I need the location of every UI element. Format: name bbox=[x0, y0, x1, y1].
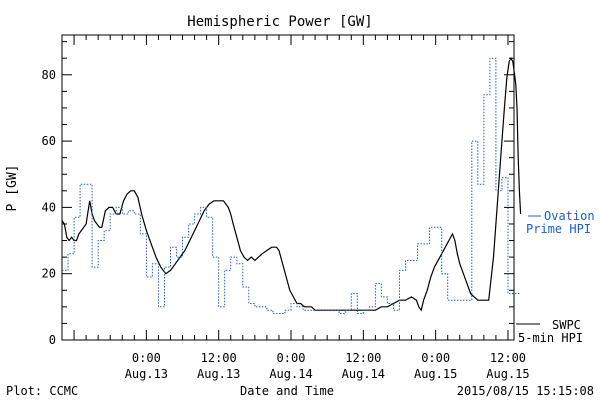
footer-plot-source: Plot: CCMC bbox=[6, 384, 78, 398]
y-axis: 0 20 40 60 80 bbox=[42, 41, 514, 347]
x-tick-label-time: 0:00 bbox=[132, 351, 161, 365]
footer-axis-title: Date and Time bbox=[240, 384, 334, 398]
x-tick-label-date: Aug.15 bbox=[414, 367, 457, 381]
y-axis-label: P [GW] bbox=[5, 165, 20, 212]
x-tick-label-time: 12:00 bbox=[345, 351, 381, 365]
x-tick-label-date: Aug.14 bbox=[342, 367, 385, 381]
x-tick-label-time: 12:00 bbox=[201, 351, 237, 365]
x-tick-label-date: Aug.14 bbox=[269, 367, 312, 381]
chart-title: Hemispheric Power [GW] bbox=[187, 14, 372, 30]
legend-swpc-label-line1: SWPC bbox=[552, 318, 581, 332]
x-tick-label-time: 0:00 bbox=[277, 351, 306, 365]
y-tick-label: 0 bbox=[49, 333, 56, 347]
x-tick-label-date: Aug.15 bbox=[486, 367, 529, 381]
x-tick-label-date: Aug.13 bbox=[197, 367, 240, 381]
x-tick-label-date: Aug.13 bbox=[125, 367, 168, 381]
plot-frame bbox=[61, 34, 515, 341]
series-ovation-prime-hpi bbox=[62, 57, 520, 314]
x-axis: 0:00 Aug.13 12:00 Aug.13 0:00 Aug.14 12:00 Aug.… bbox=[73, 35, 530, 381]
legend-swpc-label-line2: 5-min HPI bbox=[518, 331, 583, 345]
series-swpc-5min-hpi bbox=[61, 56, 522, 312]
y-tick-label: 20 bbox=[42, 267, 56, 281]
x-tick-label-time: 0:00 bbox=[421, 351, 450, 365]
series-layer bbox=[61, 56, 522, 314]
y-tick-label: 80 bbox=[42, 68, 56, 82]
x-tick-label-time: 12:00 bbox=[490, 351, 526, 365]
legend: Ovation Prime HPI SWPC 5-min HPI bbox=[516, 209, 595, 345]
legend-ovation-label-line1: Ovation bbox=[544, 209, 595, 223]
footer-timestamp: 2015/08/15 15:15:08 bbox=[457, 384, 594, 398]
y-tick-label: 40 bbox=[42, 200, 56, 214]
y-tick-label: 60 bbox=[42, 134, 56, 148]
legend-ovation-label-line2: Prime HPI bbox=[526, 222, 591, 236]
